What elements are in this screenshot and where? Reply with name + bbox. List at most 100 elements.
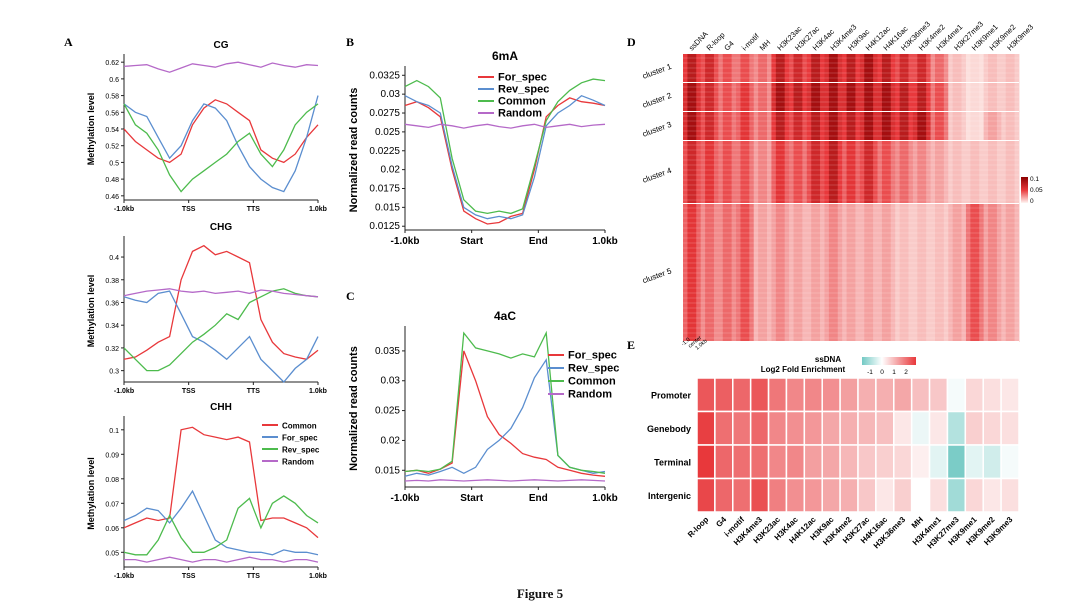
heat-cell-cluster-4-ssdna: [691, 141, 697, 204]
heat-cell-cluster-5-h3k36me3: [895, 204, 901, 342]
heat-cell-cluster-2-h3k9me1: [979, 83, 985, 112]
enrichment-cell-genebody-h4k16ac: [875, 410, 895, 446]
heat-cell-cluster-4-h3k4ac: [820, 141, 825, 204]
y-tick-label: 0.3: [109, 369, 119, 376]
heat-cell-cluster-3-h3k9me3: [1005, 112, 1011, 141]
heat-cell-cluster-2-h3k27ac: [802, 83, 808, 112]
heat-cell-cluster-3-i-motif: [749, 112, 755, 141]
heat-cell-cluster-4-i-motif: [736, 141, 741, 204]
y-tick-label: 0.025: [375, 406, 400, 417]
heat-cell-cluster-1-h3k23ac: [780, 54, 786, 83]
enrichment-cell-terminal-mh: [910, 444, 931, 480]
heat-cell-cluster-4-h3k9me2: [983, 141, 989, 204]
heat-cell-cluster-2-i-motif: [744, 83, 750, 112]
enrichment-cell-intergenic-h3k4me1: [928, 477, 949, 513]
heat-cell-cluster-4-h3k27me3: [961, 141, 967, 204]
heat-cell-cluster-1-h3k4me1: [930, 54, 936, 83]
heat-cell-cluster-2-h3k4me3: [837, 83, 843, 112]
heat-cell-cluster-3-h3k9me3: [1001, 112, 1007, 141]
heat-cell-cluster-1-h3k9me1: [965, 54, 971, 83]
heat-cell-cluster-4-mh: [753, 141, 759, 204]
enrichment-cell-promoter-h3k23ac: [767, 377, 788, 413]
y-tick-label: 0.6: [109, 77, 119, 84]
enrichment-cell-promoter-h3k4me2: [839, 377, 859, 413]
heat-cell-cluster-3-h3k9me1: [965, 112, 971, 141]
heat-cell-cluster-3-h3k23ac: [780, 112, 786, 141]
heat-cell-cluster-1-h3k27ac: [793, 54, 799, 83]
heat-cell-cluster-1-h3k9ac: [855, 54, 861, 83]
heat-cell-cluster-3-h3k23ac: [784, 112, 790, 141]
heat-cell-cluster-2-h3k9ac: [846, 83, 852, 112]
heat-cell-cluster-4-i-motif: [749, 141, 755, 204]
legend-label-common: Common: [568, 376, 616, 388]
cluster-label: cluster 5: [641, 266, 673, 285]
heat-cell-cluster-2-h3k27me3: [961, 83, 967, 112]
heat-cell-cluster-4-h3k4ac: [815, 141, 821, 204]
enrichment-cell-promoter-r-loop: [696, 377, 716, 413]
enrichment-cell-terminal-r-loop: [696, 444, 716, 480]
series-line-random: [123, 288, 319, 298]
heat-cell-cluster-3-h3k9me1: [979, 112, 985, 141]
heat-cell-cluster-3-h3k27ac: [802, 112, 808, 141]
panel-letter-a: A: [64, 35, 73, 49]
heat-cell-cluster-5-h3k4me2: [926, 204, 931, 342]
heat-cell-cluster-2-h3k4me2: [917, 83, 923, 112]
heat-cell-cluster-2-h3k23ac: [784, 83, 790, 112]
enrichment-cell-promoter-h4k12ac: [803, 377, 823, 413]
heatmap-e: Promoter Genebody Terminal Intergenic R-loop…: [647, 355, 1020, 550]
heat-cell-cluster-1-h3k4ac: [811, 54, 817, 83]
heat-cell-cluster-5-h3k4me1: [935, 204, 940, 342]
heat-cell-cluster-3-h3k9me2: [996, 112, 1002, 141]
heat-cell-cluster-5-g4: [718, 204, 724, 342]
colorbar-e: [862, 357, 916, 365]
heat-cell-cluster-4-mh: [762, 141, 768, 204]
heat-cell-cluster-1-h3k4me2: [926, 54, 931, 83]
heat-cell-cluster-1-h3k9me1: [970, 54, 976, 83]
enrichment-cell-promoter-g4: [714, 377, 734, 413]
heat-cell-cluster-2-h3k4me3: [828, 83, 834, 112]
enrichment-cell-promoter-h3k9me3: [1000, 377, 1020, 413]
heat-cell-cluster-3-r-loop: [700, 112, 706, 141]
heat-cell-cluster-4-h3k27me3: [948, 141, 954, 204]
heat-cell-cluster-5-i-motif: [736, 204, 741, 342]
enrichment-cell-promoter-h4k16ac: [875, 377, 895, 413]
heat-cell-cluster-2-mh: [767, 83, 772, 112]
heat-cell-cluster-3-h3k9me1: [974, 112, 980, 141]
heat-cell-cluster-5-h4k16ac: [881, 204, 887, 342]
enrichment-cell-terminal-h3k27ac: [857, 444, 877, 480]
heat-cell-cluster-1-h3k9me1: [974, 54, 980, 83]
heat-cell-cluster-2-h3k23ac: [771, 83, 777, 112]
heat-cell-cluster-1-h3k27ac: [797, 54, 803, 83]
enrichment-cell-promoter-h3k4ac: [785, 377, 806, 413]
heat-cell-cluster-1-g4: [722, 54, 728, 83]
heat-cell-cluster-1-h3k4me1: [935, 54, 940, 83]
heat-cell-cluster-3-h3k36me3: [899, 112, 905, 141]
heat-cell-cluster-4-h3k36me3: [899, 141, 905, 204]
y-tick-label: 0.0225: [369, 146, 400, 157]
heat-cell-cluster-1-r-loop: [700, 54, 706, 83]
heat-cell-cluster-3-h3k9me3: [1010, 112, 1015, 141]
heat-cell-cluster-5-h3k4me3: [833, 204, 839, 342]
heat-cell-cluster-1-h3k4me2: [921, 54, 927, 83]
heat-cell-cluster-2-h3k27me3: [952, 83, 958, 112]
heat-cell-cluster-4-r-loop: [705, 141, 710, 204]
series-line-common: [404, 330, 606, 474]
enrichment-cell-terminal-h3k23ac: [767, 444, 788, 480]
heat-cell-cluster-2-h4k16ac: [877, 83, 883, 112]
heat-cell-cluster-2-h3k4me2: [921, 83, 927, 112]
enrichment-cell-terminal-h4k12ac: [803, 444, 823, 480]
heat-cell-cluster-3-h4k16ac: [886, 112, 892, 141]
enrichment-cell-promoter-h3k4me3: [749, 377, 770, 413]
heat-cell-cluster-1-i-motif: [740, 54, 746, 83]
heat-cell-cluster-2-i-motif: [740, 83, 746, 112]
legend-label-common: Common: [498, 96, 546, 108]
heat-x-label: -1.0: [680, 337, 691, 348]
y-tick-label: 0.09: [105, 452, 119, 459]
enrichment-cell-promoter-h3k9me2: [982, 377, 1002, 413]
y-tick-label: 0.0175: [369, 183, 400, 194]
heat-cell-cluster-2-h3k27me3: [957, 83, 962, 112]
heat-cell-cluster-5-h3k9me3: [1001, 204, 1007, 342]
heat-cell-cluster-3-h3k4me2: [917, 112, 923, 141]
heat-cell-cluster-5-g4: [727, 204, 733, 342]
heat-cell-cluster-1-mh: [767, 54, 772, 83]
